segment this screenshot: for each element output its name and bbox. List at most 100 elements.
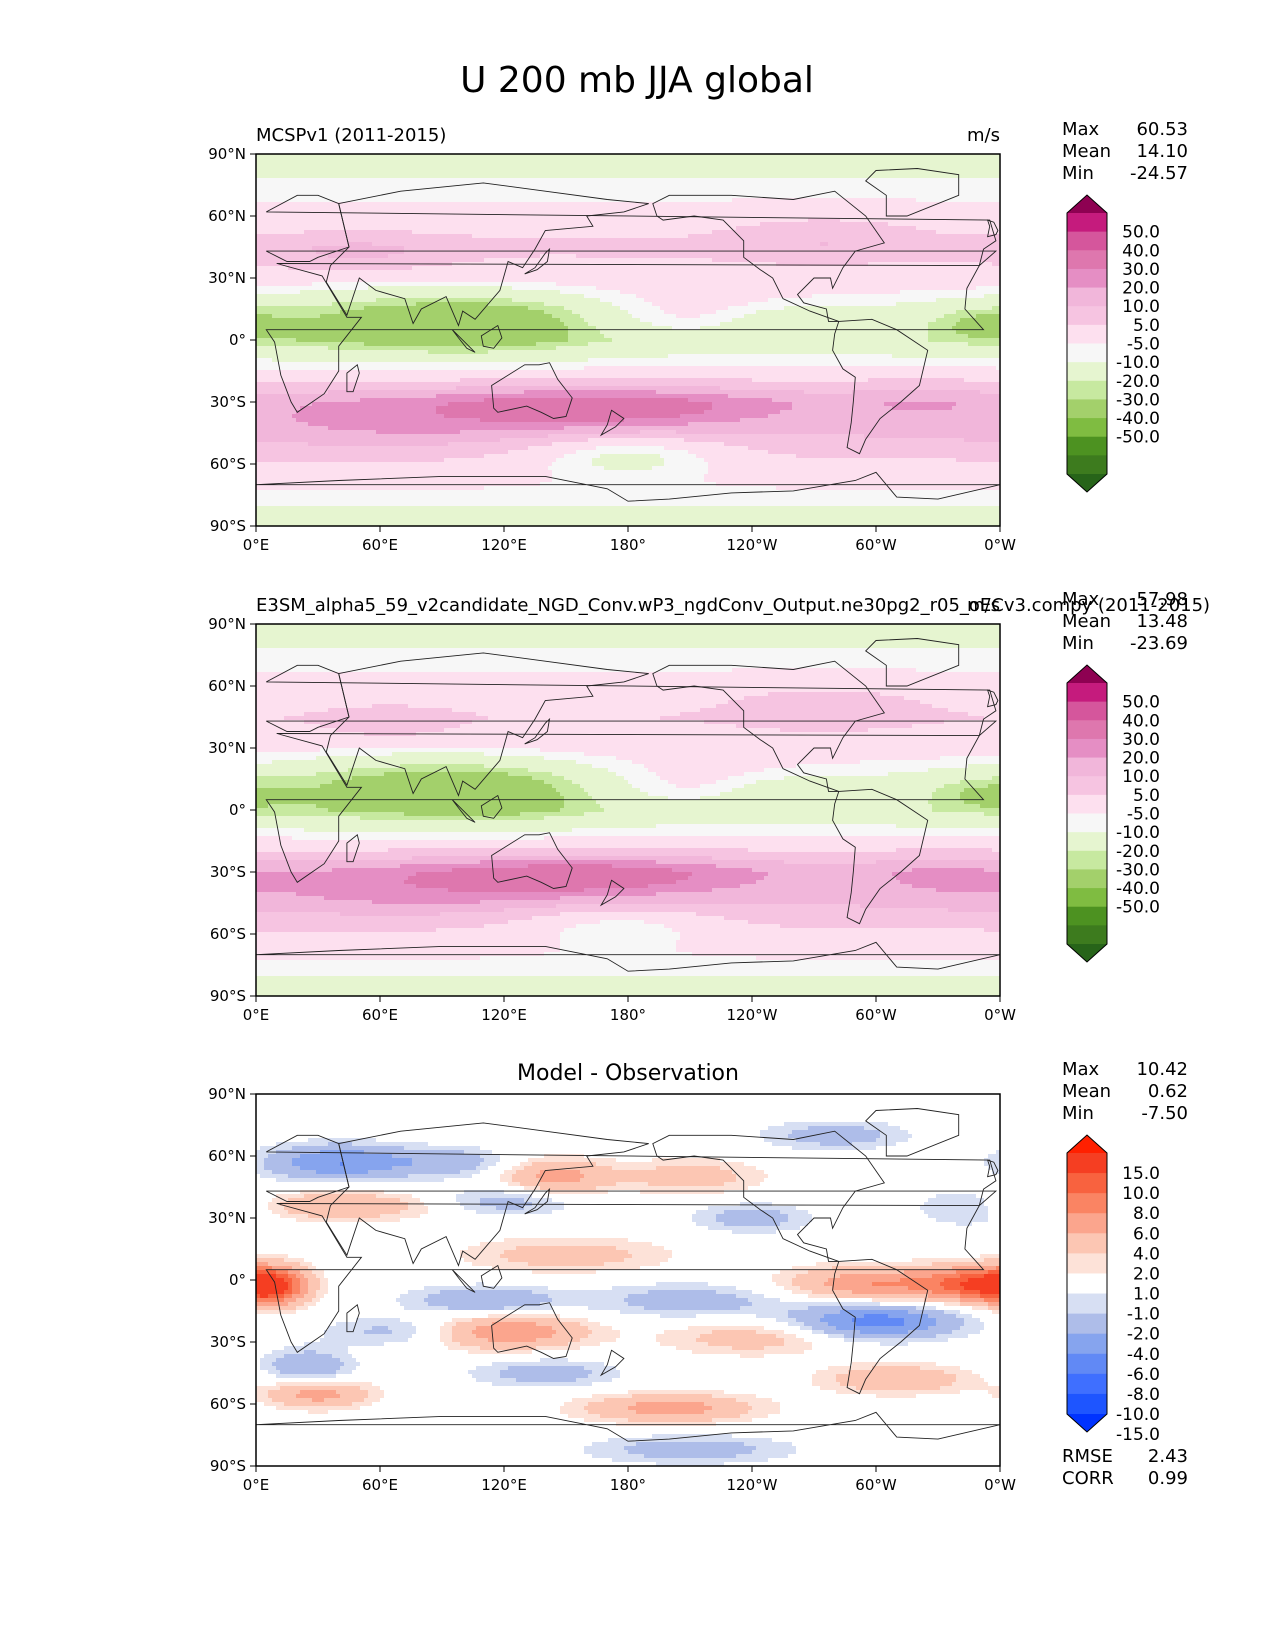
y-tick-label: 60°N bbox=[208, 207, 246, 225]
y-tick-label: 60°S bbox=[210, 1395, 246, 1413]
field-band bbox=[292, 1150, 936, 1334]
coastline-greenland bbox=[865, 168, 960, 217]
colorbar-segment bbox=[1067, 869, 1107, 889]
x-tick-label: 120°W bbox=[727, 536, 778, 554]
colorbar-label: 15.0 bbox=[1122, 1164, 1160, 1184]
x-tick-label: 60°W bbox=[855, 536, 897, 554]
field-band bbox=[256, 218, 1000, 462]
colorbar-segment bbox=[1067, 455, 1107, 475]
colorbar-segment bbox=[1067, 250, 1107, 270]
panel-test: MCSPv1 (2011-2015) m/s 0°E 60°E 120°E 180° 1… bbox=[208, 119, 1188, 554]
colorbar-extend-min bbox=[1067, 474, 1107, 492]
coastline-north-america bbox=[652, 190, 886, 322]
colorbar-label: 40.0 bbox=[1122, 711, 1160, 731]
y-tick-label: 30°N bbox=[208, 1209, 246, 1227]
field-band bbox=[404, 864, 692, 892]
colorbar-label: -50.0 bbox=[1116, 428, 1160, 448]
colorbar-segment bbox=[1067, 720, 1107, 740]
colorbar-label: 20.0 bbox=[1122, 279, 1160, 299]
coastline-antarctica bbox=[255, 471, 1001, 502]
stat-mean-label: Mean bbox=[1062, 1081, 1111, 1102]
colorbar-segment bbox=[1067, 1233, 1107, 1254]
coastline-south-america bbox=[832, 318, 929, 455]
y-tick-label: 30°S bbox=[210, 393, 246, 411]
coastline-africa bbox=[265, 733, 985, 883]
colorbar-extend-max bbox=[1067, 1135, 1107, 1153]
coastline-uk bbox=[986, 219, 999, 238]
colorbar-segment bbox=[1067, 1293, 1107, 1315]
field-band bbox=[256, 154, 1000, 526]
y-tick-label: 30°N bbox=[208, 739, 246, 757]
colorbar-label: 10.0 bbox=[1122, 767, 1160, 787]
y-tick-label: 60°S bbox=[210, 455, 246, 473]
colorbar-label: 6.0 bbox=[1133, 1224, 1160, 1244]
y-tick-label: 90°S bbox=[210, 517, 246, 535]
coastline-antarctica bbox=[255, 941, 1001, 972]
field-band bbox=[256, 764, 1000, 820]
y-tick-label: 90°N bbox=[208, 1085, 246, 1103]
axis-ticks: 0°E 60°E 120°E 180° 120°W 60°W 0°W 90°N 60°N 30°N… bbox=[208, 145, 1016, 554]
coastline-new-zealand bbox=[599, 409, 625, 437]
panel-reference: E3SM_alpha5_59_v2candidate_NGD_Conv.wP3_… bbox=[208, 589, 1210, 1024]
heatmap-field bbox=[256, 624, 1000, 996]
field-band bbox=[256, 772, 1000, 816]
colorbar-segment bbox=[1067, 231, 1107, 251]
coastline-greenland bbox=[865, 638, 960, 687]
coastline-borneo bbox=[480, 324, 503, 349]
field-band bbox=[256, 298, 1000, 354]
colorbar-label: 20.0 bbox=[1122, 749, 1160, 769]
colorbar-segment bbox=[1067, 1153, 1107, 1174]
x-tick-label: 0°W bbox=[984, 1476, 1016, 1494]
coastline-africa bbox=[265, 1203, 985, 1353]
colorbar-segment bbox=[1067, 436, 1107, 456]
stat-max-label: Max bbox=[1062, 589, 1100, 610]
colorbar-segment bbox=[1067, 832, 1107, 852]
stat-corr-value: 0.99 bbox=[1148, 1468, 1188, 1489]
coastline-new-zealand bbox=[599, 879, 625, 907]
stats-box: Max 57.98 Mean 13.48 Min -23.69 bbox=[1062, 589, 1188, 654]
panel-title-center: Model - Observation bbox=[517, 1061, 739, 1086]
colorbar-label: -10.0 bbox=[1116, 823, 1160, 843]
colorbar: 50.040.030.020.010.05.0-5.0-10.0-20.0-30… bbox=[1066, 194, 1160, 493]
stat-min-value: -24.57 bbox=[1130, 163, 1188, 184]
coastline-asia bbox=[325, 1122, 649, 1267]
colorbar-label: -30.0 bbox=[1116, 860, 1160, 880]
coastline-australia bbox=[491, 1302, 573, 1359]
y-tick-label: 90°N bbox=[208, 145, 246, 163]
panel-units: m/s bbox=[967, 595, 1000, 616]
colorbar-segment bbox=[1067, 1173, 1107, 1194]
colorbar-segment bbox=[1067, 287, 1107, 307]
stat-max-value: 10.42 bbox=[1136, 1059, 1188, 1080]
y-tick-label: 30°N bbox=[208, 269, 246, 287]
x-tick-label: 0°E bbox=[243, 1006, 270, 1024]
coastline-japan bbox=[524, 717, 551, 745]
colorbar-segment bbox=[1067, 268, 1107, 289]
colorbar-segment bbox=[1067, 324, 1107, 344]
x-tick-label: 120°E bbox=[481, 1006, 527, 1024]
x-tick-label: 180° bbox=[610, 536, 646, 554]
stat-rmse-label: RMSE bbox=[1062, 1446, 1113, 1467]
x-tick-label: 60°E bbox=[362, 536, 398, 554]
colorbar-label: -15.0 bbox=[1116, 1425, 1160, 1445]
colorbar-label: -40.0 bbox=[1116, 409, 1160, 429]
x-tick-label: 120°E bbox=[481, 536, 527, 554]
stat-rmse-value: 2.43 bbox=[1148, 1446, 1188, 1467]
field-band bbox=[256, 198, 1000, 490]
colorbar-segment bbox=[1067, 683, 1107, 703]
field-band bbox=[292, 390, 956, 434]
colorbar-segment bbox=[1067, 888, 1107, 908]
colorbar-label: 8.0 bbox=[1133, 1204, 1160, 1224]
coastline-africa bbox=[265, 263, 985, 413]
colorbar-segment bbox=[1067, 1253, 1107, 1274]
stat-corr-label: CORR bbox=[1062, 1468, 1114, 1489]
stat-min-label: Min bbox=[1062, 163, 1094, 184]
colorbar-label: 10.0 bbox=[1122, 297, 1160, 317]
colorbar-label: -5.0 bbox=[1127, 805, 1160, 825]
colorbar-segment bbox=[1067, 1213, 1107, 1234]
y-tick-label: 60°N bbox=[208, 677, 246, 695]
field-band bbox=[256, 856, 1000, 916]
coastline-outlines bbox=[255, 638, 1001, 972]
colorbar-segment bbox=[1067, 380, 1107, 400]
coastline-australia bbox=[491, 832, 573, 889]
colorbar-label: 50.0 bbox=[1122, 223, 1160, 243]
